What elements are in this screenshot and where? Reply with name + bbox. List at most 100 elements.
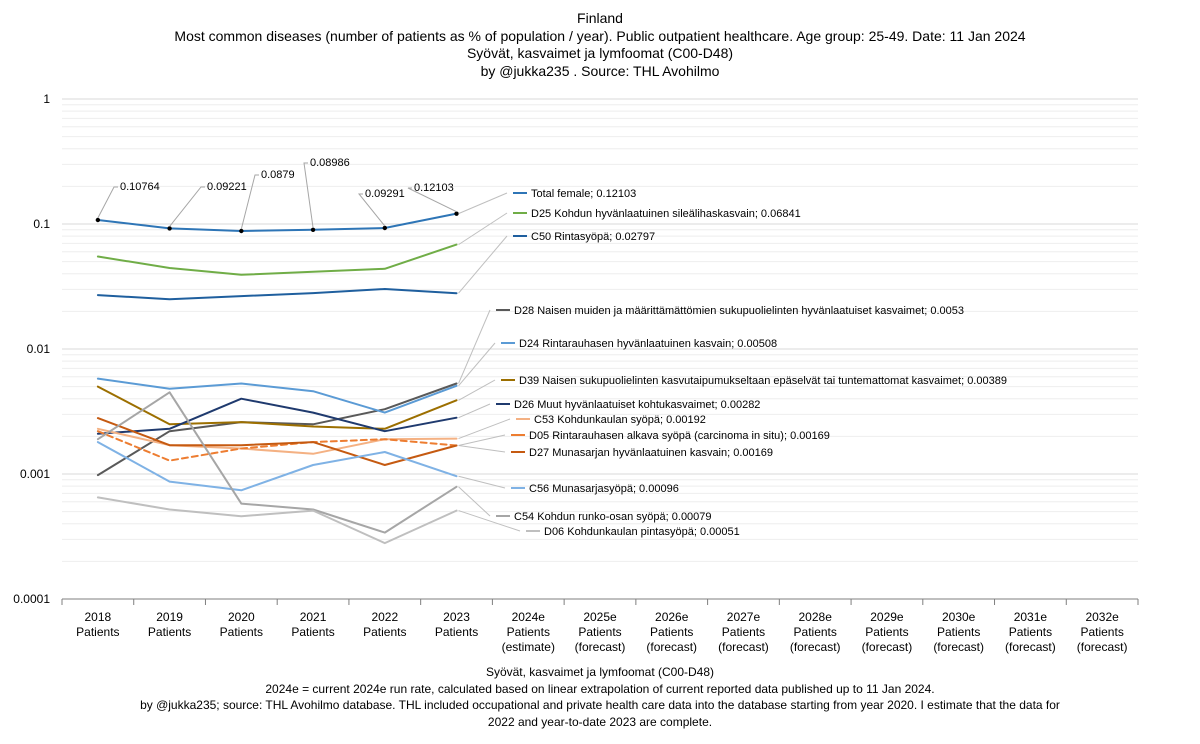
series-end-label: C53 Kohdunkaulan syöpä; 0.00192 — [534, 414, 706, 426]
x-tick-label: Patients — [794, 625, 837, 639]
x-tick-label: Patients — [937, 625, 980, 639]
gridlines — [62, 98, 1138, 600]
series-end-label: C56 Munasarjasyöpä; 0.00096 — [529, 483, 679, 495]
x-tick-label: 2028e — [799, 610, 833, 624]
footnote-source-note: by @jukka235; source: THL Avohilmo datab… — [140, 698, 1060, 712]
x-tick-label: (forecast) — [646, 640, 697, 654]
series-line — [96, 391, 458, 534]
x-tick-label: 2019 — [156, 610, 183, 624]
series-end-label: Total female; 0.12103 — [531, 188, 636, 200]
chart-title-block: Finland Most common diseases (number of … — [0, 10, 1200, 80]
series-label-leader — [458, 434, 506, 447]
series-label-leader — [458, 403, 491, 419]
series-end-label: D27 Munasarjan hyvänlaatuinen kasvain; 0… — [529, 447, 773, 459]
footnote-completeness-note: 2022 and year-to-date 2023 are complete. — [487, 714, 713, 729]
series-end-label: D24 Rintarauhasen hyvänlaatuinen kasvain… — [519, 338, 777, 350]
series-end-label: D25 Kohdun hyvänlaatuinen sileälihaskasv… — [531, 208, 801, 220]
x-tick-label: 2018 — [85, 610, 112, 624]
x-tick-label: Patients — [220, 625, 263, 639]
y-tick-label: 1 — [43, 92, 50, 106]
y-tick-label: 0.01 — [27, 342, 51, 356]
x-tick-label: 2030e — [942, 610, 976, 624]
data-label-leader — [97, 186, 118, 219]
series-label-leader — [458, 342, 496, 387]
x-tick-label: Patients — [148, 625, 191, 639]
chart-subtitle: Most common diseases (number of patients… — [174, 27, 1026, 44]
x-tick-label: Patients — [865, 625, 908, 639]
series-end-label: C50 Rintasyöpä; 0.02797 — [531, 231, 655, 243]
series-end-label: D05 Rintarauhasen alkava syöpä (carcinom… — [529, 430, 830, 442]
series-label-leader — [458, 475, 506, 489]
y-tick-label: 0.1 — [33, 217, 50, 231]
x-tick-label: 2025e — [583, 610, 617, 624]
x-tick-label: (forecast) — [1005, 640, 1056, 654]
y-tick-label: 0.001 — [20, 467, 50, 481]
series-line — [96, 212, 458, 232]
x-tick-label: Patients — [578, 625, 621, 639]
data-label-leader — [303, 162, 314, 228]
data-label: 0.09221 — [207, 181, 247, 193]
data-label: 0.10764 — [120, 181, 160, 193]
data-label: 0.09291 — [365, 188, 405, 200]
data-label-leader — [169, 186, 205, 227]
data-label: 0.0879 — [261, 169, 295, 181]
x-tick-label: 2020 — [228, 610, 255, 624]
series-line — [96, 427, 458, 455]
chart-byline: by @jukka235 . Source: THL Avohilmo — [480, 62, 720, 79]
data-point-marker — [382, 225, 387, 231]
data-label-leader — [407, 187, 457, 213]
data-point-marker — [95, 217, 101, 223]
x-tick-label: 2031e — [1014, 610, 1048, 624]
series-line — [96, 430, 458, 462]
series-label-leader — [458, 486, 491, 517]
x-tick-label: Patients — [363, 625, 406, 639]
x-tick-label: 2032e — [1085, 610, 1119, 624]
series-label-leader — [458, 235, 508, 294]
x-tick-label: 2027e — [727, 610, 761, 624]
chart-category: Syövät, kasvaimet ja lymfoomat (C00-D48) — [466, 45, 734, 61]
x-tick-label: (forecast) — [862, 640, 913, 654]
x-tick-label: Patients — [1080, 625, 1123, 639]
series-line — [96, 397, 458, 435]
x-tick-label: (estimate) — [502, 640, 555, 654]
data-label-leader — [240, 174, 259, 230]
x-tick-label: 2026e — [655, 610, 689, 624]
x-tick-label: Patients — [435, 625, 478, 639]
x-tick-label: 2021 — [300, 610, 327, 624]
x-tick-label: 2029e — [870, 610, 904, 624]
x-tick-label: (forecast) — [575, 640, 626, 654]
series-label-leader — [458, 309, 491, 384]
data-label-leader — [357, 193, 386, 227]
x-tick-label: (forecast) — [718, 640, 769, 654]
series-line — [96, 377, 458, 414]
chart-footnote: Syövät, kasvaimet ja lymfoomat (C00-D48)… — [0, 664, 1200, 730]
series-label-leader — [458, 379, 496, 401]
series-label-leader — [458, 510, 521, 532]
x-tick-label: Patients — [722, 625, 765, 639]
series-line — [96, 417, 458, 466]
series-end-label: D06 Kohdunkaulan pintasyöpä; 0.00051 — [544, 526, 740, 538]
x-tick-label: 2024e — [512, 610, 546, 624]
x-tick-label: (forecast) — [790, 640, 841, 654]
footnote-estimate-note: 2024e = current 2024e run rate, calculat… — [265, 681, 935, 696]
x-tick-label: 2022 — [371, 610, 398, 624]
chart-title-country: Finland — [577, 10, 623, 26]
x-tick-label: Patients — [291, 625, 334, 639]
data-point-marker — [167, 226, 172, 231]
x-tick-label: Patients — [507, 625, 550, 639]
data-label: 0.12103 — [414, 182, 454, 194]
x-tick-label: Patients — [76, 625, 119, 639]
y-tick-label: 0.0001 — [13, 592, 50, 606]
series-end-label: D39 Naisen sukupuolielinten kasvutaipumu… — [519, 375, 1007, 387]
series-end-label: C54 Kohdun runko-osan syöpä; 0.00079 — [514, 511, 712, 523]
series-label-leader — [458, 445, 506, 453]
x-tick-label: (forecast) — [933, 640, 984, 654]
x-tick-label: (forecast) — [1077, 640, 1128, 654]
x-tick-label: Patients — [1009, 625, 1052, 639]
series-line — [96, 496, 458, 545]
series-label-leader — [458, 212, 508, 246]
data-label: 0.08986 — [310, 157, 350, 169]
x-tick-label: Patients — [650, 625, 693, 639]
series-line — [96, 385, 458, 430]
